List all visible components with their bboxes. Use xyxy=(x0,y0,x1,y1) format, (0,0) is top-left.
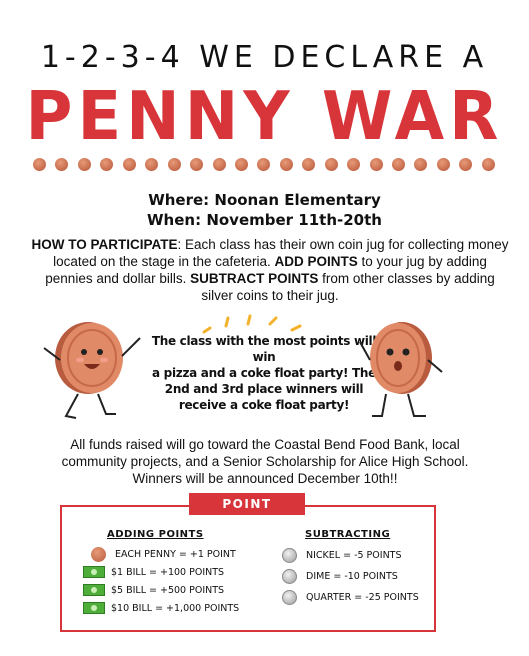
how-label: HOW TO PARTICIPATE xyxy=(31,237,178,252)
how-text-3: from other classes by adding silver coin… xyxy=(201,271,495,303)
flyer-title: PENNY WAR xyxy=(25,78,504,156)
points-row: $1 BILL = +100 POINTS xyxy=(81,563,239,581)
subtracting-points-heading: SUBTRACTING xyxy=(305,529,391,540)
subtracting-points-column: SUBTRACTING NICKEL = -5 POINTS DIME = -1… xyxy=(281,529,419,608)
sparkle-icon xyxy=(202,314,302,334)
funds-line: All funds raised will go toward the Coas… xyxy=(70,437,460,452)
how-to-participate: HOW TO PARTICIPATE: Each class has their… xyxy=(30,236,510,304)
nickel-icon xyxy=(276,548,302,563)
penny-character-right-icon xyxy=(359,322,443,417)
dollar-bill-icon xyxy=(81,584,107,596)
penny-icon xyxy=(55,158,69,171)
points-row: NICKEL = -5 POINTS xyxy=(276,545,419,566)
event-details: Where: Noonan Elementary When: November … xyxy=(0,190,529,230)
points-row: $10 BILL = +1,000 POINTS xyxy=(81,599,239,617)
point-system-heading: POINT SYSTEM xyxy=(189,493,305,533)
points-row: DIME = -10 POINTS xyxy=(276,566,419,587)
penny-icon xyxy=(369,158,383,171)
prize-line: 2nd and 3rd place winners will xyxy=(164,382,364,396)
penny-icon xyxy=(257,158,271,171)
points-row: QUARTER = -25 POINTS xyxy=(276,587,419,608)
points-label: QUARTER = -25 POINTS xyxy=(306,592,419,603)
penny-icon xyxy=(414,158,428,171)
dollar-bill-icon xyxy=(81,602,107,614)
penny-icon xyxy=(481,158,495,171)
points-row: $5 BILL = +500 POINTS xyxy=(81,581,239,599)
penny-icon xyxy=(190,158,204,171)
points-row: EACH PENNY = +1 POINT xyxy=(85,545,239,563)
penny-icon xyxy=(167,158,181,171)
penny-icon xyxy=(122,158,136,171)
event-dates: When: November 11th-20th xyxy=(147,211,382,229)
penny-icon xyxy=(33,158,46,171)
penny-icon xyxy=(347,158,361,171)
penny-icon xyxy=(392,158,405,171)
penny-icon xyxy=(77,158,91,171)
penny-icon xyxy=(459,158,473,171)
penny-icon xyxy=(145,158,159,171)
points-label: NICKEL = -5 POINTS xyxy=(306,550,402,561)
funds-line: community projects, and a Senior Scholar… xyxy=(61,454,469,469)
funds-line: Winners will be announced December 10th!… xyxy=(132,471,398,486)
prize-line: The class with the most points will win xyxy=(151,334,377,364)
points-label: $1 BILL = +100 POINTS xyxy=(111,566,225,578)
adding-points-heading: ADDING POINTS xyxy=(107,529,204,540)
penny-icon xyxy=(436,158,450,171)
add-points-label: ADD POINTS xyxy=(274,254,358,269)
penny-icon xyxy=(324,158,338,171)
prize-line: receive a coke float party! xyxy=(178,398,350,412)
penny-icon xyxy=(100,158,114,171)
points-label: $5 BILL = +500 POINTS xyxy=(111,584,225,596)
funds-info: All funds raised will go toward the Coas… xyxy=(30,436,500,487)
prize-line: a pizza and a coke float party! The xyxy=(151,366,376,380)
penny-icon xyxy=(85,546,111,562)
how-text-1: : Each class has their own coin jug for … xyxy=(53,237,509,269)
how-text-2: to your jug by adding pennies and dollar… xyxy=(45,254,487,286)
prize-announcement: The class with the most points will win … xyxy=(148,333,380,413)
points-label: $10 BILL = +1,000 POINTS xyxy=(111,602,240,614)
penny-icon xyxy=(234,158,248,171)
points-label: EACH PENNY = +1 POINT xyxy=(115,548,236,560)
penny-character-left-icon xyxy=(43,322,141,419)
dime-icon xyxy=(276,569,302,584)
penny-divider xyxy=(33,158,495,171)
adding-points-column: ADDING POINTS EACH PENNY = +1 POINT $1 B… xyxy=(83,529,239,617)
flyer-subtitle: 1-2-3-4 WE DECLARE A xyxy=(40,40,489,75)
quarter-icon xyxy=(276,590,302,605)
subtract-points-label: SUBTRACT POINTS xyxy=(190,271,319,286)
dollar-bill-icon xyxy=(81,566,107,578)
event-location: Where: Noonan Elementary xyxy=(148,191,381,209)
penny-icon xyxy=(212,158,226,171)
penny-icon xyxy=(302,158,316,171)
points-label: DIME = -10 POINTS xyxy=(306,571,398,582)
penny-icon xyxy=(279,158,293,171)
